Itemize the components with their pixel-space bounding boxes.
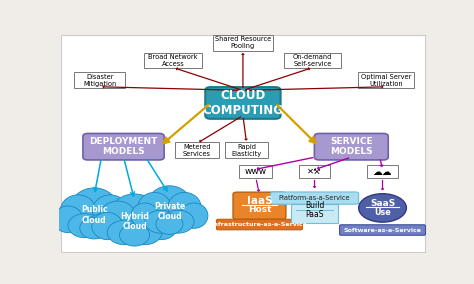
- Ellipse shape: [138, 193, 171, 223]
- FancyBboxPatch shape: [239, 165, 272, 178]
- Ellipse shape: [147, 186, 191, 223]
- FancyBboxPatch shape: [145, 53, 202, 68]
- Text: Host: Host: [248, 204, 271, 214]
- Text: Private
Cloud: Private Cloud: [154, 202, 185, 221]
- FancyBboxPatch shape: [339, 225, 426, 235]
- FancyBboxPatch shape: [233, 192, 286, 219]
- Ellipse shape: [107, 220, 143, 245]
- FancyBboxPatch shape: [284, 53, 341, 68]
- FancyBboxPatch shape: [217, 219, 302, 230]
- Circle shape: [359, 194, 406, 222]
- Text: Hybrid
Cloud: Hybrid Cloud: [120, 212, 149, 231]
- Text: CLOUD
COMPUTING: CLOUD COMPUTING: [202, 89, 283, 117]
- Ellipse shape: [99, 201, 137, 233]
- FancyBboxPatch shape: [271, 192, 359, 204]
- FancyBboxPatch shape: [205, 87, 281, 119]
- FancyBboxPatch shape: [314, 133, 388, 160]
- Ellipse shape: [106, 206, 135, 233]
- Text: Use: Use: [374, 208, 391, 217]
- Text: IaaS: IaaS: [246, 196, 272, 206]
- Text: Metered
Services: Metered Services: [183, 144, 211, 157]
- FancyBboxPatch shape: [292, 204, 337, 223]
- Ellipse shape: [119, 224, 149, 246]
- Text: SERVICE
MODELS: SERVICE MODELS: [330, 137, 373, 156]
- FancyBboxPatch shape: [358, 72, 414, 88]
- Ellipse shape: [87, 214, 120, 238]
- Ellipse shape: [68, 214, 102, 238]
- Text: On-demand
Self-service: On-demand Self-service: [293, 54, 332, 67]
- Text: Rapid
Elasticity: Rapid Elasticity: [231, 144, 262, 157]
- Text: Platform-as-a-Service: Platform-as-a-Service: [279, 195, 350, 201]
- Text: Broad Network
Access: Broad Network Access: [148, 54, 198, 67]
- Text: ✕⚒: ✕⚒: [307, 167, 322, 176]
- FancyBboxPatch shape: [225, 143, 268, 158]
- Ellipse shape: [145, 210, 177, 233]
- Ellipse shape: [131, 203, 159, 228]
- FancyBboxPatch shape: [299, 165, 330, 178]
- Text: PaaS: PaaS: [305, 210, 324, 220]
- Ellipse shape: [92, 212, 123, 240]
- FancyBboxPatch shape: [61, 35, 425, 252]
- Text: www: www: [245, 167, 267, 176]
- Ellipse shape: [180, 203, 208, 228]
- Text: DEPLOYMENT
MODELS: DEPLOYMENT MODELS: [89, 137, 158, 156]
- Text: SaaS: SaaS: [370, 199, 395, 208]
- Text: Infrastructure-as-a-Service: Infrastructure-as-a-Service: [211, 222, 308, 227]
- Ellipse shape: [156, 214, 183, 234]
- Ellipse shape: [92, 195, 128, 227]
- Ellipse shape: [53, 206, 83, 233]
- Text: Software-as-a-Service: Software-as-a-Service: [344, 227, 421, 233]
- Ellipse shape: [133, 201, 170, 233]
- Ellipse shape: [168, 193, 201, 223]
- Ellipse shape: [80, 217, 109, 239]
- Text: Build: Build: [305, 201, 324, 210]
- FancyBboxPatch shape: [74, 72, 125, 88]
- FancyBboxPatch shape: [175, 143, 219, 158]
- Ellipse shape: [60, 195, 96, 227]
- Text: Public
Cloud: Public Cloud: [81, 205, 108, 225]
- Ellipse shape: [162, 210, 194, 233]
- FancyBboxPatch shape: [213, 35, 273, 51]
- Ellipse shape: [71, 188, 118, 227]
- Text: Shared Resource
Pooling: Shared Resource Pooling: [215, 36, 271, 49]
- Ellipse shape: [127, 220, 162, 245]
- FancyBboxPatch shape: [83, 133, 164, 160]
- Ellipse shape: [146, 212, 177, 240]
- Text: ☁☁: ☁☁: [373, 167, 392, 177]
- Text: Disaster
Mitigation: Disaster Mitigation: [83, 74, 116, 87]
- FancyBboxPatch shape: [367, 165, 398, 178]
- Text: Optimal Server
Utilization: Optimal Server Utilization: [361, 74, 411, 87]
- Ellipse shape: [110, 194, 159, 234]
